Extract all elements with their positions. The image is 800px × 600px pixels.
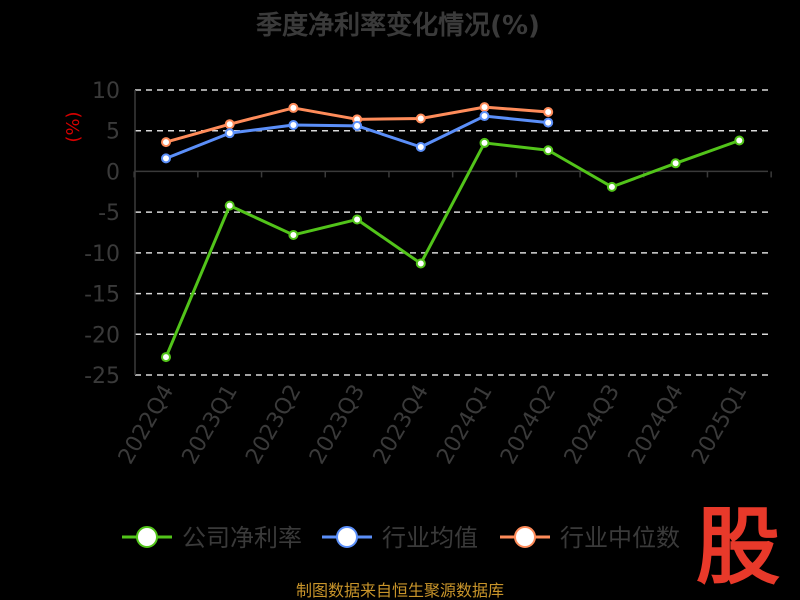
data-point[interactable]	[224, 128, 235, 139]
legend[interactable]: 公司净利率 行业均值 行业中位数	[122, 524, 680, 552]
data-point[interactable]	[543, 117, 554, 128]
data-point[interactable]	[288, 229, 299, 240]
y-axis-label: (%)	[63, 111, 84, 142]
logo: 股	[696, 498, 780, 596]
legend-item[interactable]: 行业均值	[322, 524, 478, 552]
legend-label: 行业均值	[382, 524, 478, 552]
data-point[interactable]	[161, 137, 171, 148]
x-tick-label: 2024Q3	[560, 381, 625, 469]
data-point[interactable]	[288, 120, 299, 131]
series-lines	[161, 102, 745, 363]
data-point[interactable]	[479, 137, 490, 148]
source-text: 制图数据来自恒生聚源数据库	[296, 581, 504, 600]
legend-label: 公司净利率	[182, 524, 302, 552]
chart-title: 季度净利率变化情况(%)	[256, 10, 540, 41]
x-tick-label: 2024Q4	[623, 381, 688, 469]
y-tick-label: -25	[84, 364, 120, 389]
legend-marker	[136, 526, 158, 548]
x-tick-label: 2023Q1	[178, 381, 243, 469]
x-tick-labels: 2022Q42023Q12023Q22023Q32023Q42024Q12024…	[114, 381, 753, 469]
x-axis	[133, 90, 772, 375]
data-point[interactable]	[352, 214, 363, 225]
data-point[interactable]	[479, 111, 490, 122]
x-tick-label: 2024Q2	[496, 381, 561, 469]
legend-label: 行业中位数	[560, 524, 680, 552]
data-point[interactable]	[415, 258, 426, 269]
data-point[interactable]	[288, 102, 299, 113]
x-tick-label: 2023Q4	[369, 381, 434, 469]
data-point[interactable]	[161, 352, 171, 363]
y-tick-label: 5	[106, 120, 120, 145]
series-0	[161, 135, 745, 363]
legend-marker	[336, 526, 358, 548]
series-line	[164, 139, 740, 358]
legend-item[interactable]: 公司净利率	[122, 524, 302, 552]
data-point[interactable]	[224, 200, 235, 211]
y-tick-labels: 10 5 0 -5 -10 -15 -20 -25	[84, 79, 120, 389]
x-tick-label: 2024Q1	[432, 381, 497, 469]
legend-marker	[514, 526, 536, 548]
x-tick-label: 2023Q2	[241, 381, 306, 469]
data-point[interactable]	[670, 158, 681, 169]
y-tick-label: -10	[84, 242, 120, 267]
x-tick-label: 2025Q1	[687, 381, 752, 469]
series-1	[161, 111, 554, 164]
data-point[interactable]	[415, 113, 426, 124]
data-point[interactable]	[352, 120, 363, 131]
data-point[interactable]	[543, 145, 554, 156]
data-point[interactable]	[415, 142, 426, 152]
data-point[interactable]	[606, 181, 617, 192]
y-tick-label: 10	[92, 79, 120, 104]
data-point[interactable]	[479, 102, 490, 113]
data-point[interactable]	[543, 106, 554, 117]
y-tick-label: 0	[106, 160, 120, 185]
y-tick-label: -5	[98, 201, 120, 226]
x-tick-label: 2023Q3	[305, 381, 370, 469]
data-point[interactable]	[224, 119, 235, 130]
x-tick-label: 2022Q4	[114, 381, 179, 469]
legend-item[interactable]: 行业中位数	[500, 524, 680, 552]
data-point[interactable]	[161, 153, 171, 164]
y-tick-label: -20	[84, 323, 120, 348]
data-point[interactable]	[734, 135, 745, 146]
y-tick-label: -15	[84, 283, 120, 308]
